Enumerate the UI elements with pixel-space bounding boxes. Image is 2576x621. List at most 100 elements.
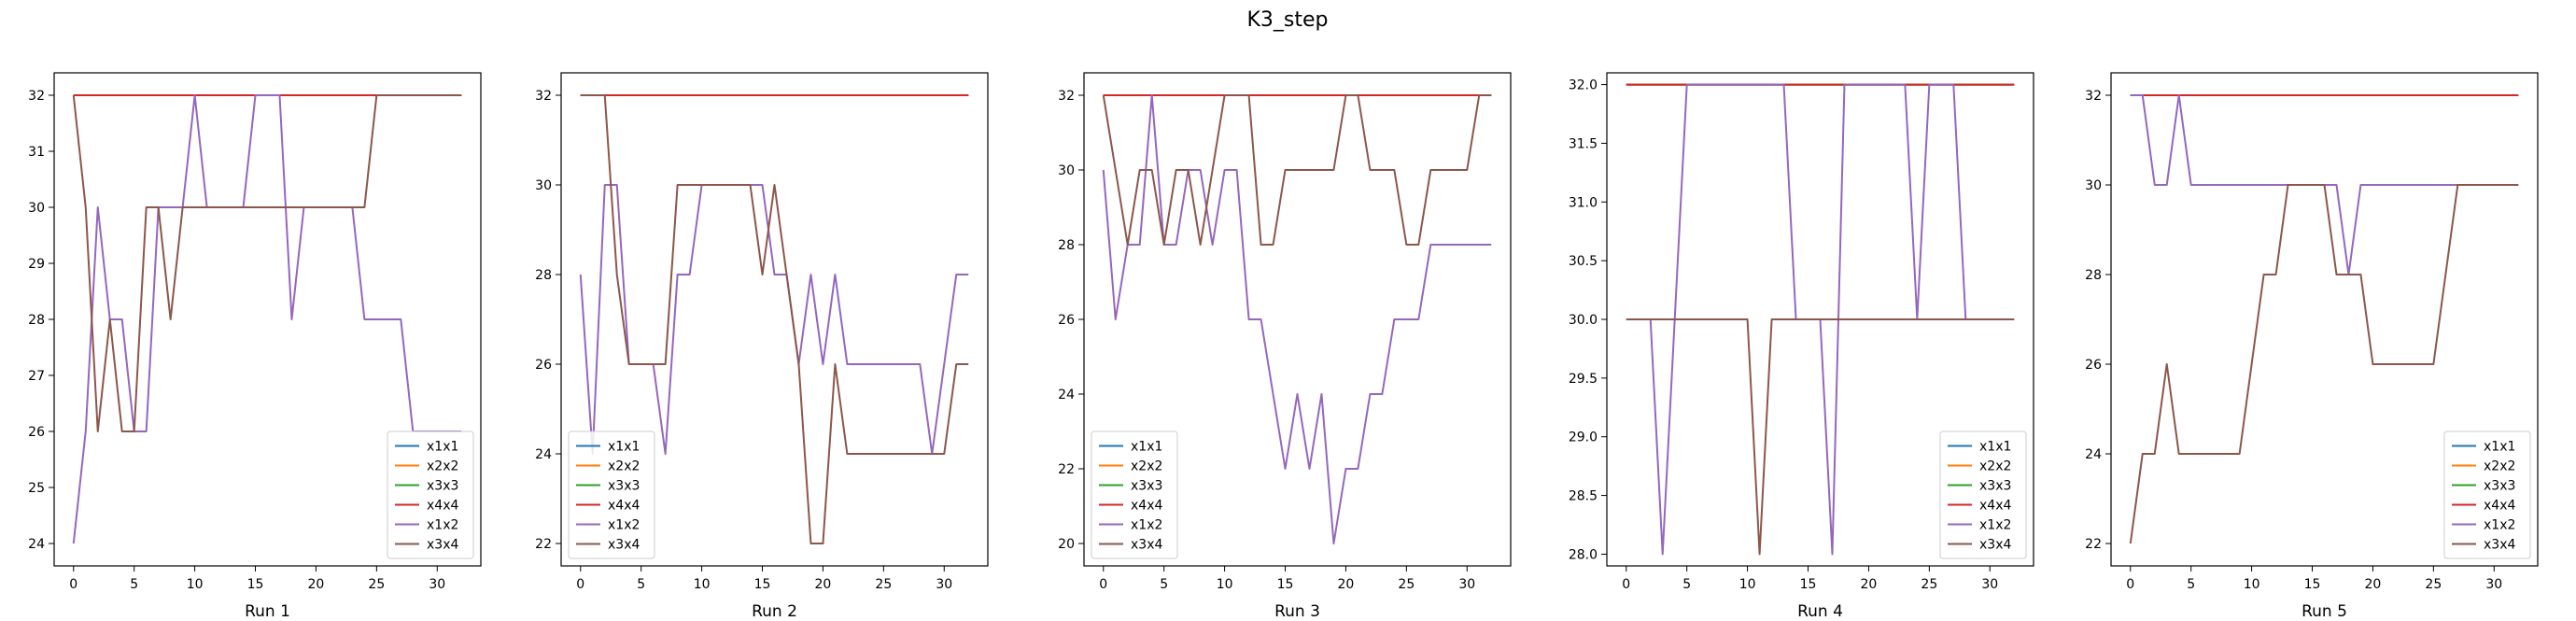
x-tick-label: 5 — [130, 577, 138, 592]
legend-label: x1x2 — [608, 518, 640, 533]
y-tick-label: 29.5 — [1569, 372, 1598, 387]
y-tick-label: 29 — [28, 257, 45, 272]
legend-box — [387, 430, 474, 559]
x-tick-label: 0 — [2126, 577, 2134, 592]
x-tick-label: 30 — [936, 577, 952, 592]
legend-label: x1x2 — [427, 518, 458, 533]
subplot-2: 0 5 10 15 20 25 30 22 24 26 28 30 32 Run 2 x1x1 x2x2 x3x… — [535, 72, 989, 621]
x-tick-label: 20 — [1861, 577, 1878, 592]
axes-frame — [1606, 72, 2034, 567]
legend: x1x1 x2x2 x3x3 x4x4 x1x2 x3x4 — [2443, 430, 2531, 559]
legend-box — [2443, 430, 2531, 559]
y-tick-label: 28 — [535, 268, 552, 283]
x-tick-label: 25 — [1398, 577, 1415, 592]
y-tick-label: 25 — [28, 481, 45, 496]
y-tick-label: 31 — [28, 145, 45, 160]
legend-label: x3x3 — [1979, 479, 2011, 494]
y-tick-label: 28.5 — [1569, 489, 1598, 504]
y-tick-label: 30 — [1058, 163, 1075, 178]
legend-label: x3x4 — [427, 538, 458, 553]
x-tick-label: 5 — [2187, 577, 2195, 592]
y-tick-label: 24 — [1058, 388, 1075, 402]
y-tick-label: 24 — [535, 447, 552, 462]
y-tick-label: 30 — [535, 178, 552, 193]
legend-label: x3x3 — [427, 479, 458, 494]
y-tick-label: 30.0 — [1569, 313, 1598, 328]
y-tick-label: 32 — [28, 89, 45, 104]
legend-label: x1x1 — [1131, 440, 1162, 455]
legend-label: x4x4 — [2484, 499, 2515, 514]
x-tick-label: 30 — [2485, 577, 2502, 592]
x-tick-label: 25 — [875, 577, 892, 592]
x-tick-label: 20 — [1338, 577, 1355, 592]
series-line-x3x4 — [72, 94, 462, 432]
legend: x1x1 x2x2 x3x3 x4x4 x1x2 x3x4 — [1939, 430, 2027, 559]
legend-label: x2x2 — [427, 459, 458, 474]
y-tick-label: 31.5 — [1569, 136, 1598, 151]
legend-label: x1x2 — [2484, 518, 2515, 533]
x-tick-label: 30 — [1458, 577, 1475, 592]
y-tick-label: 22 — [1058, 462, 1075, 477]
legend-label: x3x4 — [2484, 538, 2515, 553]
x-tick-label: 10 — [1217, 577, 1233, 592]
x-axis-label: Run 5 — [2302, 602, 2347, 621]
x-tick-label: 10 — [1739, 577, 1756, 592]
legend-label: x2x2 — [2484, 459, 2515, 474]
x-tick-label: 30 — [1981, 577, 1998, 592]
axes-frame — [1083, 72, 1512, 567]
y-tick-label: 22 — [2085, 537, 2102, 552]
legend-label: x4x4 — [1979, 499, 2011, 514]
legend-label: x2x2 — [608, 459, 640, 474]
y-tick-label: 24 — [28, 537, 45, 552]
legend-label: x4x4 — [427, 499, 458, 514]
y-tick-label: 28.0 — [1569, 547, 1598, 562]
legend-label: x3x3 — [608, 479, 640, 494]
x-tick-label: 15 — [1800, 577, 1817, 592]
x-tick-label: 25 — [2425, 577, 2442, 592]
y-tick-label: 27 — [28, 369, 45, 384]
x-tick-label: 0 — [576, 577, 584, 592]
y-tick-label: 30 — [2085, 178, 2102, 193]
legend-label: x1x1 — [427, 440, 458, 455]
y-tick-label: 32 — [2085, 89, 2102, 104]
x-tick-label: 25 — [1921, 577, 1937, 592]
legend-label: x1x2 — [1131, 518, 1162, 533]
series-line-x1x2 — [1102, 94, 1492, 544]
subplot-5: 0 5 10 15 20 25 30 22 24 26 28 30 32 Run 5 x1x1 x2x2 x3x… — [2085, 72, 2539, 621]
y-tick-label: 26 — [1058, 313, 1075, 328]
legend-label: x1x1 — [2484, 440, 2515, 455]
x-tick-label: 5 — [637, 577, 645, 592]
legend: x1x1 x2x2 x3x3 x4x4 x1x2 x3x4 — [568, 430, 655, 559]
x-tick-label: 15 — [1277, 577, 1294, 592]
legend-label: x3x4 — [608, 538, 640, 553]
axes-frame — [560, 72, 989, 567]
x-tick-label: 0 — [1099, 577, 1107, 592]
y-tick-label: 28 — [28, 313, 45, 328]
x-tick-label: 10 — [187, 577, 204, 592]
legend-label: x4x4 — [608, 499, 640, 514]
legend-label: x2x2 — [1979, 459, 2011, 474]
y-tick-label: 32.0 — [1569, 78, 1598, 93]
legend-label: x1x2 — [1979, 518, 2011, 533]
legend: x1x1 x2x2 x3x3 x4x4 x1x2 x3x4 — [1091, 430, 1178, 559]
x-tick-label: 20 — [308, 577, 325, 592]
y-tick-label: 30 — [28, 201, 45, 216]
x-axis-label: Run 3 — [1274, 602, 1320, 621]
y-tick-label: 20 — [1058, 537, 1075, 552]
x-tick-label: 10 — [2244, 577, 2260, 592]
y-tick-label: 32 — [1058, 89, 1075, 104]
series-line-x1x2 — [72, 94, 462, 544]
y-tick-label: 26 — [535, 358, 552, 373]
legend-label: x3x3 — [2484, 479, 2515, 494]
y-tick-label: 29.0 — [1569, 430, 1598, 445]
x-tick-label: 30 — [429, 577, 445, 592]
subplot-4: 0 5 10 15 20 25 30 28.0 28.5 29.0 29.5 30.0 30.5 31.0… — [1569, 72, 2034, 621]
x-tick-label: 15 — [2304, 577, 2321, 592]
y-tick-label: 26 — [28, 425, 45, 440]
axes-frame — [2110, 72, 2539, 567]
series-line-x3x4 — [1626, 318, 2015, 556]
legend-box — [1939, 430, 2027, 559]
legend-label: x1x1 — [608, 440, 640, 455]
